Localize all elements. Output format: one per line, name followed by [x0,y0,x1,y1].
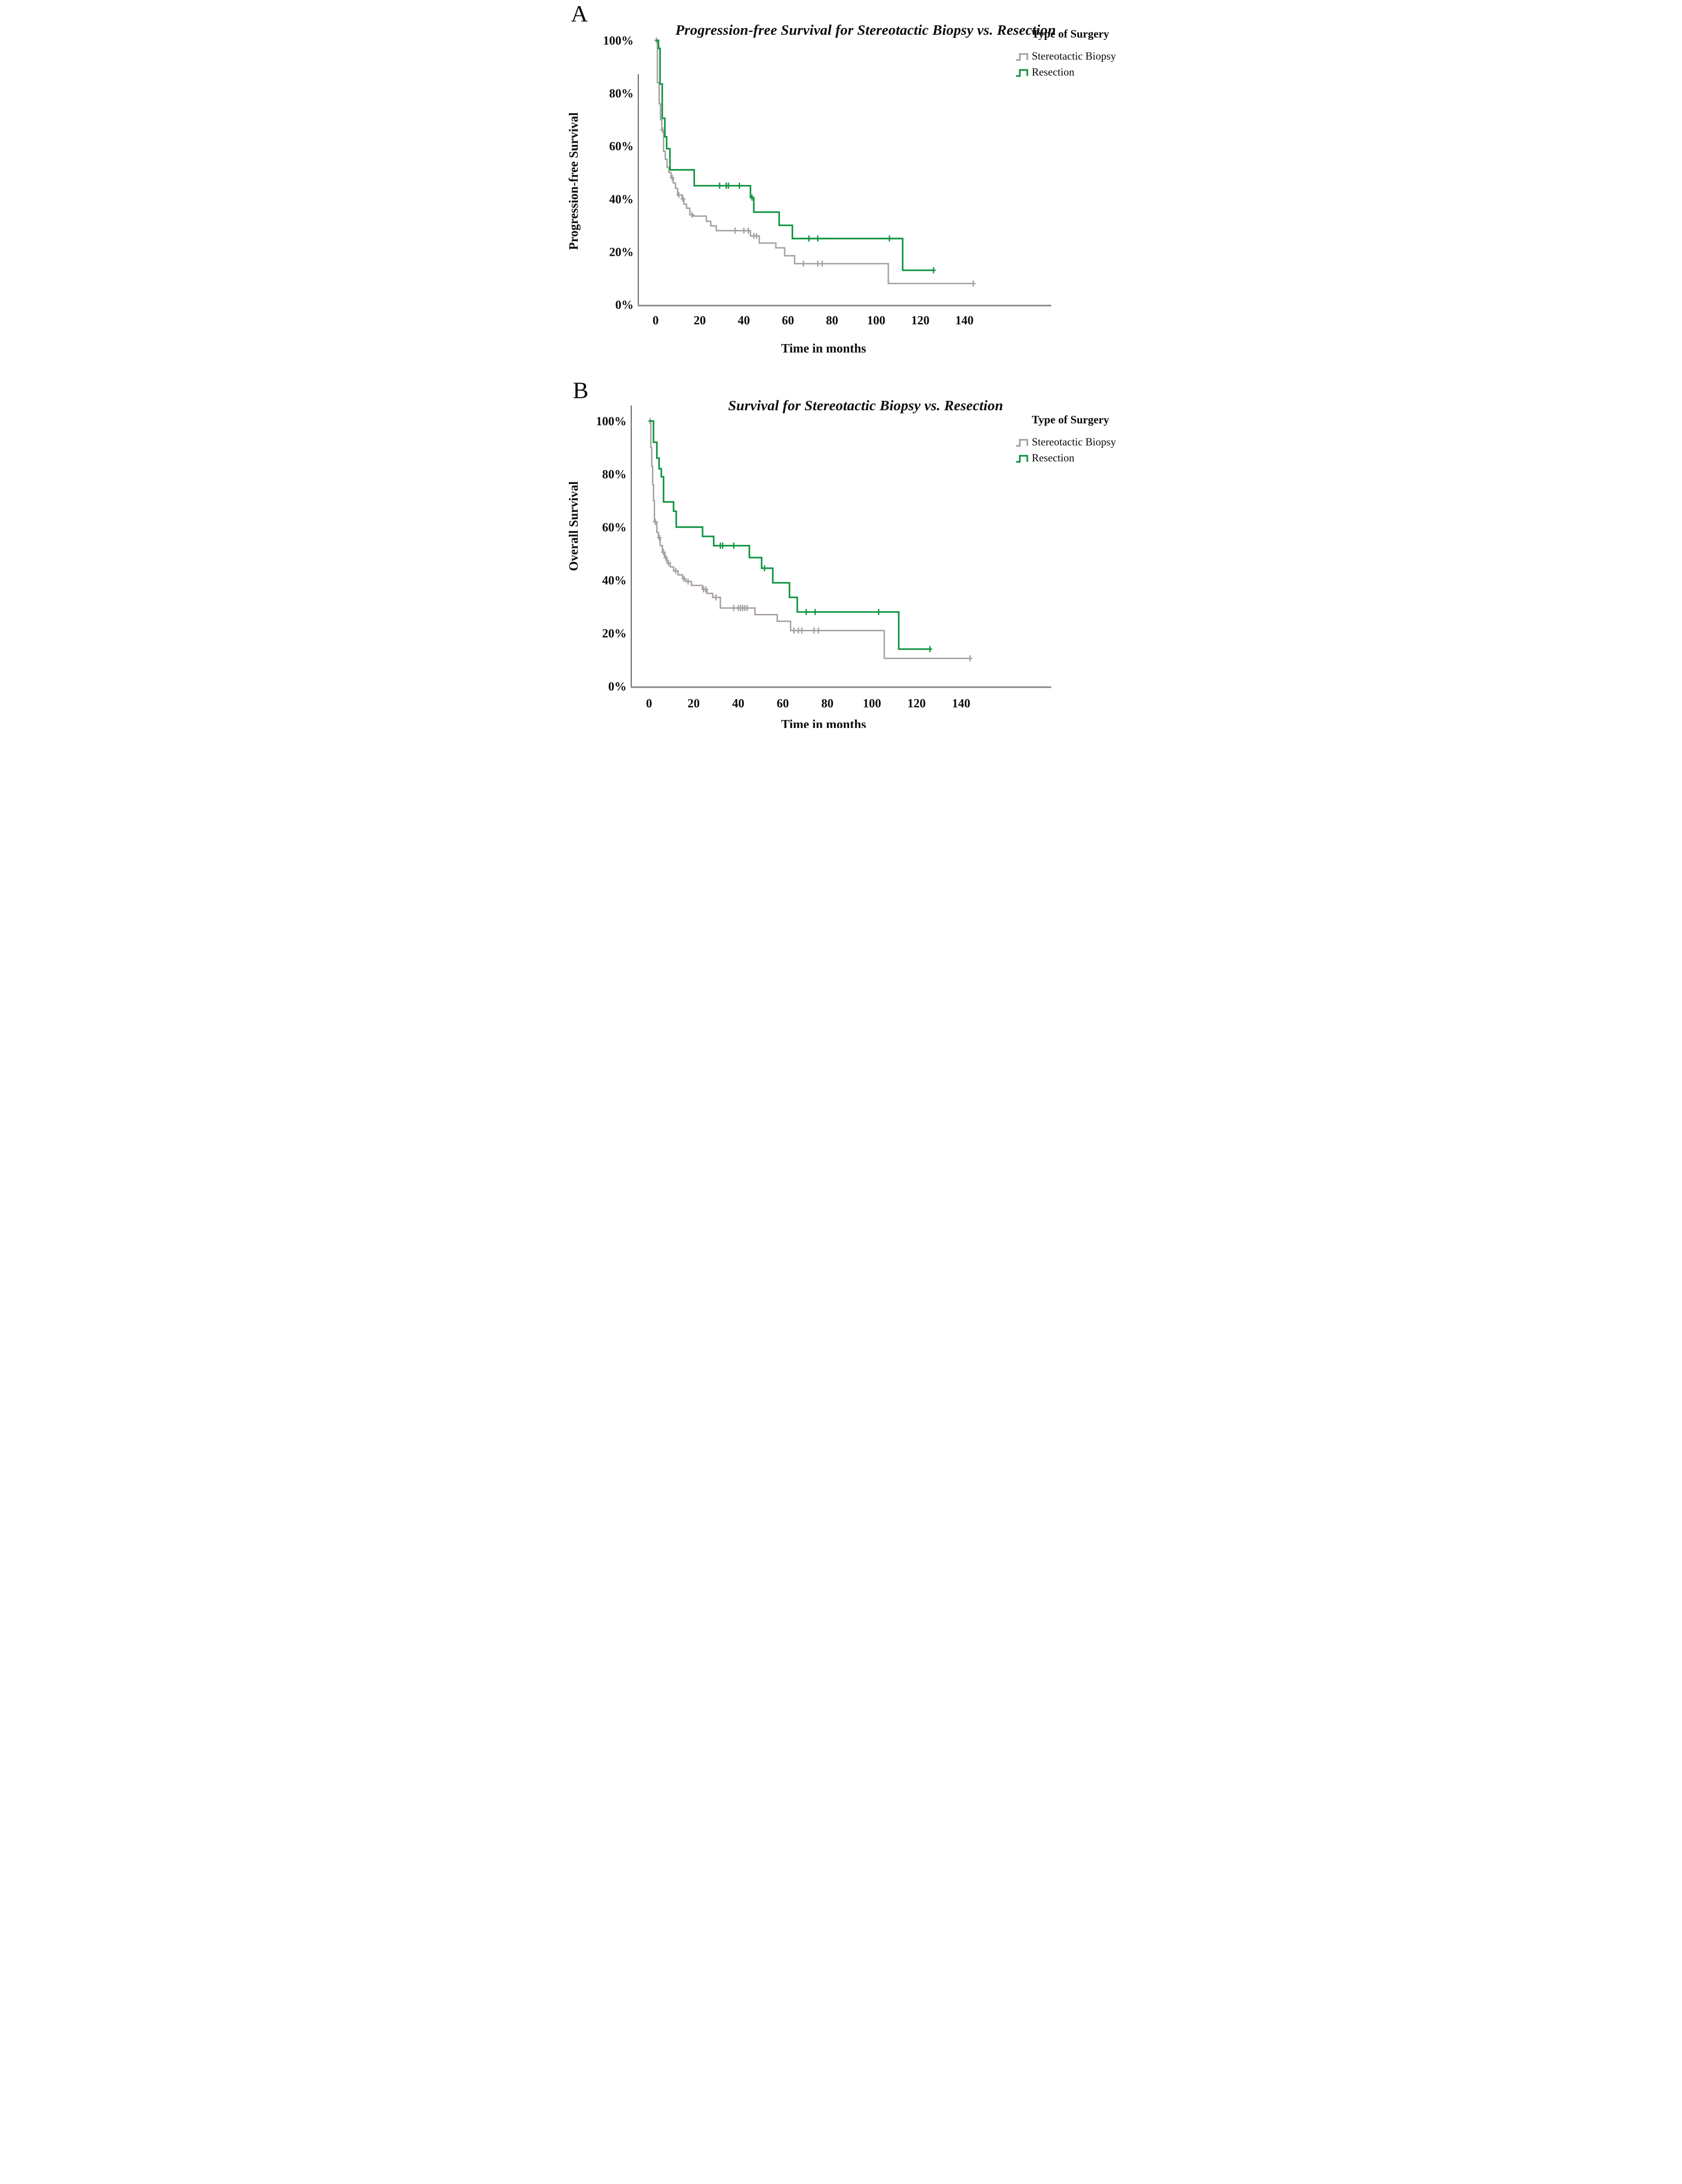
x-tick-label: 140 [952,697,970,710]
legend-item-label: Stereotactic Biopsy [1032,436,1116,448]
x-tick-label: 120 [907,697,925,710]
panel-a-title: Progression-free Survival for Stereotact… [675,21,1056,38]
y-tick-label: 100% [596,414,627,428]
legend-item-resection: Resection [1015,450,1120,466]
y-tick-label: 20% [609,245,634,259]
y-tick-label: 100% [603,34,634,47]
panel-b-label: B [573,377,589,403]
step-line-icon [1016,53,1028,61]
legend-item-label: Resection [1032,452,1075,464]
x-tick-label: 0 [646,697,652,710]
x-tick-label: 80 [826,314,838,327]
y-tick-label: 20% [602,627,627,640]
censor-marks-resection [717,183,936,274]
x-axis-title: Time in months [781,341,866,355]
x-axis-title: Time in months [781,717,866,728]
legend-items: Stereotactic Biopsy Resection [1015,48,1120,80]
legend-items: Stereotactic Biopsy Resection [1015,434,1120,466]
y-tick-label: 0% [608,680,627,693]
x-tick-label: 120 [911,314,929,327]
x-tick-label: 40 [732,697,744,710]
legend: Type of Surgery Stereotactic Biopsy Rese… [1015,28,1120,80]
km-figure: A Progression-free Survival for Stereota… [560,0,1122,728]
x-tick-label: 80 [821,697,833,710]
y-tick-label: 80% [609,87,634,100]
y-tick-label: 0% [615,298,634,312]
legend: Type of Surgery Stereotactic Biopsy Rese… [1015,414,1120,466]
x-tick-label: 140 [955,314,973,327]
x-tick-label: 40 [738,314,750,327]
panel-b-plot: 100% 80% 60% 40% 20% 0% 0 20 40 60 80 100 120 140 Time… [596,406,1051,728]
legend-item-resection: Resection [1015,64,1120,80]
panel-a-plot: 100% 80% 60% 40% 20% 0% 0 20 40 60 80 100 120 140 Time… [603,34,1051,355]
y-tick-label: 80% [602,467,627,481]
y-tick-label: 40% [602,574,627,587]
x-tick-label: 20 [688,697,700,710]
x-tick-label: 0 [652,314,658,327]
censor-marks-stereotactic-biopsy [647,418,972,662]
censor-marks-resection [718,543,932,652]
y-tick-label: 60% [602,521,627,534]
x-tick-label: 60 [782,314,794,327]
x-tick-label: 60 [777,697,789,710]
panel-b: B Survival for Stereotactic Biopsy vs. R… [561,371,1122,728]
panel-b-title: Survival for Stereotactic Biopsy vs. Res… [728,397,1003,414]
step-line-icon [1016,439,1028,447]
km-curve-stereotactic-biopsy [655,39,973,284]
panel-a-label: A [571,0,588,27]
km-curve-resection [649,420,931,650]
km-curve-resection [655,39,933,271]
km-curve-stereotactic-biopsy [649,420,970,659]
legend-item-label: Resection [1032,66,1075,78]
y-tick-label: 40% [609,192,634,206]
panel-a: A Progression-free Survival for Stereota… [561,0,1122,371]
x-tick-label: 20 [694,314,706,327]
x-tick-label: 100 [863,697,881,710]
legend-title: Type of Surgery [1032,28,1109,40]
y-tick-label: 60% [609,139,634,153]
legend-item-label: Stereotactic Biopsy [1032,50,1116,62]
censor-marks-stereotactic-biopsy [654,37,976,287]
step-line-icon [1016,455,1028,463]
legend-item-stereotactic-biopsy: Stereotactic Biopsy [1015,434,1120,450]
x-tick-label: 100 [867,314,885,327]
step-line-icon [1016,69,1028,77]
legend-item-stereotactic-biopsy: Stereotactic Biopsy [1015,48,1120,64]
legend-title: Type of Surgery [1032,414,1109,426]
